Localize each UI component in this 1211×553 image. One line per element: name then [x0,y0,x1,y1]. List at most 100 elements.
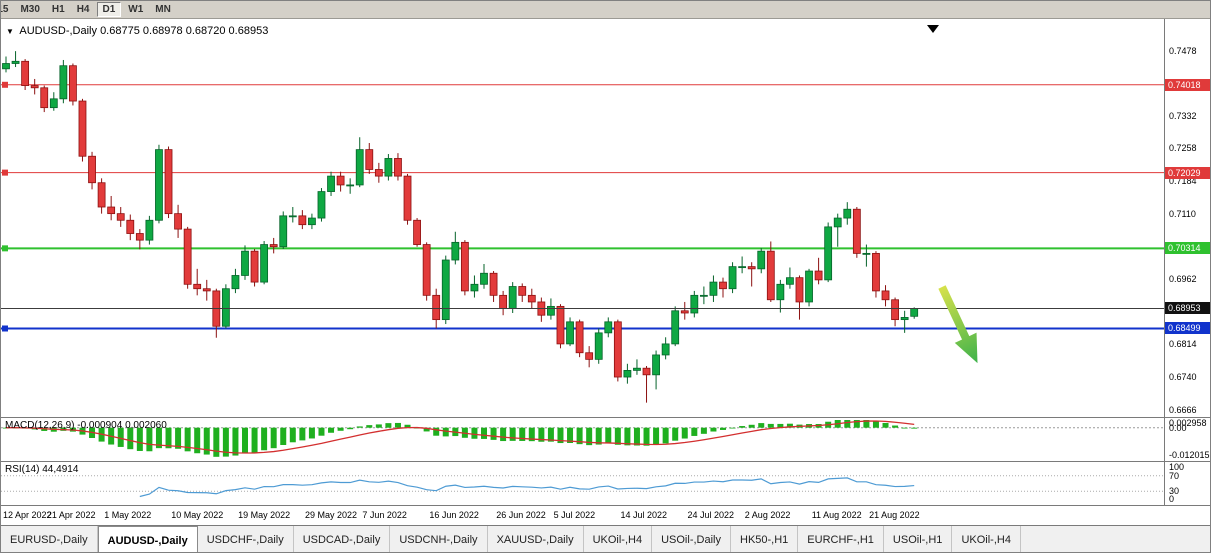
candle [164,146,173,219]
rsi-panel[interactable]: RSI(14) 44,4914 [1,462,1164,506]
candle [212,288,221,338]
candle [575,319,584,358]
hline-handle[interactable] [2,169,8,176]
date-axis-label: 21 Apr 2022 [46,510,96,520]
candle [843,202,852,225]
price-level-badge: 0.68953 [1165,302,1210,315]
candle [566,317,574,347]
candle [317,188,326,222]
chart-tab-usoil-daily[interactable]: USOil-,Daily [652,526,731,552]
rsi-axis-label: 70 [1169,470,1180,481]
price-level-badge: 0.72029 [1165,166,1210,179]
price-axis-label: 0.7478 [1169,46,1197,57]
candle [585,346,594,368]
candle [298,210,307,230]
price-axis-label: 0.7184 [1169,175,1197,186]
price-axis-label: 0.7332 [1169,110,1197,121]
hline-handle[interactable] [2,81,8,88]
candle [59,59,68,104]
candle [604,317,613,338]
candle [422,242,431,301]
timeframe-button-mn[interactable]: MN [155,4,171,15]
candle [738,256,747,274]
timeframe-button-m30[interactable]: M30 [20,4,40,15]
price-axis-label: 0.6962 [1169,273,1197,284]
candle [766,241,775,302]
date-axis-label: 7 Jun 2022 [362,510,407,520]
timeframe-button-d1[interactable]: D1 [96,2,122,17]
candle [403,173,412,225]
date-axis-label: 10 May 2022 [171,510,224,520]
candle [355,137,364,188]
candle [747,262,756,287]
candle [480,263,488,289]
candle [862,244,871,267]
candle [623,363,632,384]
candle [690,290,699,318]
macd-band: MACD(12,26,9) -0.000904 0.002060 0.00295… [1,418,1210,462]
chart-tab-hk50-h1[interactable]: HK50-,H1 [731,526,799,552]
candle [814,257,823,285]
candle [269,237,278,254]
price-level-badge: 0.68499 [1165,322,1210,335]
candle [346,178,355,194]
candle [537,297,546,322]
chart-tab-usdcad-daily[interactable]: USDCAD-,Daily [294,526,391,552]
rsi-chart [1,475,1164,498]
trend-arrow-annotation[interactable] [931,282,988,368]
candle [183,226,192,289]
chart-tab-usdcnh-daily[interactable]: USDCNH-,Daily [390,526,488,552]
candle [833,213,842,247]
candle [652,350,660,390]
chart-tab-usdchf-daily[interactable]: USDCHF-,Daily [198,526,294,552]
price-level-badge: 0.74018 [1165,78,1210,91]
timeframe-button-w1[interactable]: W1 [128,4,144,15]
candle [126,214,135,241]
chart-header: ▼ AUDUSD-,Daily 0.68775 0.68978 0.68720 … [6,25,268,37]
candle [680,301,689,320]
price-axis-label: 0.6666 [1169,404,1197,415]
date-axis-label: 24 Jul 2022 [687,510,734,520]
rsi-line [139,477,915,498]
timeframe-button-m15[interactable]: M15 [1,4,9,15]
date-axis[interactable]: 12 Apr 2022 21 Apr 2022 1 May 2022 10 May 2… [1,506,1210,526]
macd-axis-label: -0.012015 [1169,450,1210,460]
ohlc-close: 0.68953 [228,25,269,37]
candle [518,283,527,302]
chart-tab-eurusd-daily[interactable]: EURUSD-,Daily [1,526,98,552]
chart-tab-ukoil-h4[interactable]: UKOil-,H4 [952,526,1021,552]
date-axis-label: 14 Jul 2022 [620,510,668,520]
rsi-axis-label: 0 [1169,494,1175,504]
candle [709,275,718,302]
candle [441,255,450,325]
chart-tab-ukoil-h4[interactable]: UKOil-,H4 [584,526,653,552]
price-level-badge: 0.70314 [1165,242,1210,255]
candle [470,275,479,298]
candle [116,207,125,227]
hline-handle[interactable] [2,325,8,332]
price-axis[interactable]: 0.7478 0.7332 0.7258 0.7184 0.7110 0.6962 0.68… [1164,19,1210,418]
candle [365,142,374,174]
candle [202,279,211,301]
candle [107,195,116,221]
candle [78,98,87,162]
macd-panel[interactable]: MACD(12,26,9) -0.000904 0.002060 [1,418,1164,462]
price-chart-panel[interactable]: ▼ AUDUSD-,Daily 0.68775 0.68978 0.68720 … [1,19,1164,418]
date-axis-label: 21 Aug 2022 [869,510,920,520]
chart-tab-usoil-h1[interactable]: USOil-,H1 [884,526,953,552]
timeframe-button-h4[interactable]: H4 [76,4,90,15]
candle [288,207,297,223]
candle [97,178,106,214]
date-axis-label: 2 Aug 2022 [744,510,791,520]
rsi-axis[interactable]: 100 70 30 0 [1164,462,1210,506]
chart-tab-eurchf-h1[interactable]: EURCHF-,H1 [798,526,884,552]
candlestick-chart[interactable] [1,19,1164,417]
hline-handle[interactable] [2,245,8,252]
macd-label: MACD(12,26,9) -0.000904 0.002060 [5,420,167,431]
chart-tab-audusd-daily[interactable]: AUDUSD-,Daily [97,526,198,552]
timeframe-button-h1[interactable]: H1 [51,4,65,15]
symbol-dropdown-icon[interactable]: ▼ [6,27,14,36]
price-axis-label: 0.6740 [1169,372,1197,383]
chart-tab-xauusd-daily[interactable]: XAUUSD-,Daily [488,526,584,552]
macd-axis[interactable]: 0.002958 0.00 -0.012015 [1164,418,1210,462]
